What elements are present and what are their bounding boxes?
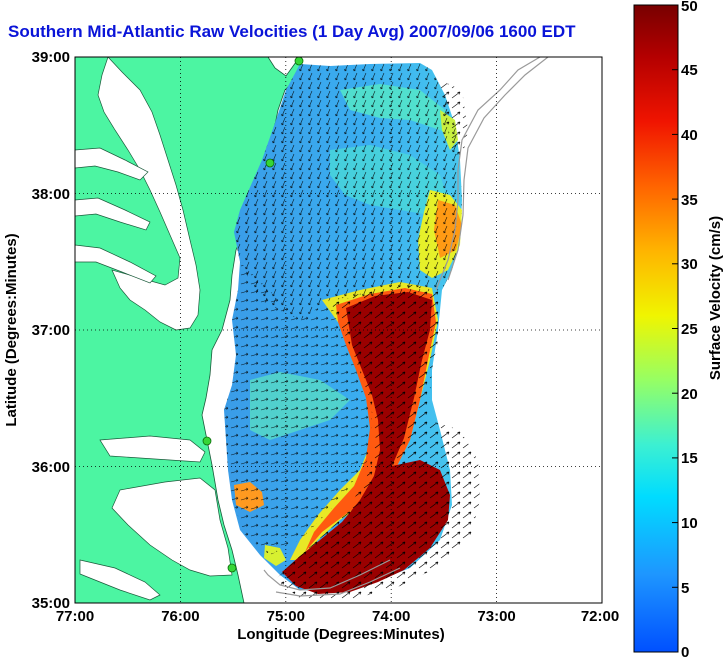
y-tick-label: 37:00 — [32, 322, 70, 339]
colorbar-tick-label: 10 — [681, 515, 698, 532]
colorbar-tick-label: 20 — [681, 386, 698, 403]
bay-inlet-2 — [75, 197, 151, 231]
y-tick-label: 36:00 — [32, 459, 70, 476]
pamlico-sound — [111, 477, 233, 577]
bay-inlet-3 — [75, 244, 157, 284]
velocity-arrows-north-edge — [440, 80, 468, 160]
colorbar-gradient — [633, 4, 679, 653]
x-tick-label: 76:00 — [161, 608, 199, 625]
x-axis-ticks: 77:00 76:00 75:00 74:00 73:00 72:00 — [56, 608, 619, 625]
colorbar-tick-label: 35 — [681, 192, 698, 209]
radar-station-4[interactable] — [227, 563, 237, 573]
radar-station-3[interactable] — [202, 436, 212, 446]
map-title: Southern Mid-Atlantic Raw Velocities (1 … — [8, 22, 576, 41]
velocity-arrows-gulf — [275, 284, 480, 600]
velocity-arrows-middle — [224, 262, 372, 555]
colorbar-tick-label: 45 — [681, 62, 698, 79]
radar-station-1[interactable] — [294, 57, 304, 66]
x-tick-label: 73:00 — [477, 608, 515, 625]
radar-station-2[interactable] — [265, 158, 275, 168]
colorbar-label: Surface Velocity (cm/s) — [707, 216, 724, 380]
bay-inlet-1 — [75, 147, 149, 181]
colorbar-tick-label: 25 — [681, 321, 698, 338]
albemarle-sound — [99, 435, 206, 463]
colorbar-tick-label: 40 — [681, 127, 698, 144]
x-tick-label: 72:00 — [581, 608, 619, 625]
river-inlet — [79, 559, 161, 601]
colorbar-tick-label: 50 — [681, 0, 698, 15]
colorbar: 50 45 40 35 30 25 20 15 10 5 0 Surface V… — [633, 0, 724, 659]
chesapeake-bay — [97, 57, 201, 331]
y-axis-label: Latitude (Degrees:Minutes) — [3, 233, 20, 426]
y-axis-ticks: 39:00 38:00 37:00 36:00 35:00 — [32, 49, 70, 612]
y-tick-label: 35:00 — [32, 595, 70, 612]
colorbar-tick-label: 0 — [681, 644, 689, 659]
x-axis-label: Longitude (Degrees:Minutes) — [237, 626, 445, 643]
map-plot-area — [74, 56, 603, 604]
shelf-isobaths — [263, 57, 549, 597]
velocity-field — [224, 63, 480, 600]
velocity-arrows-north — [234, 63, 462, 320]
colorbar-tick-label: 5 — [681, 580, 689, 597]
y-tick-label: 38:00 — [32, 186, 70, 203]
y-tick-label: 39:00 — [32, 49, 70, 66]
colorbar-tick-label: 30 — [681, 256, 698, 273]
x-tick-label: 75:00 — [267, 608, 305, 625]
x-tick-label: 77:00 — [56, 608, 94, 625]
grid-lines — [75, 57, 602, 603]
colorbar-tick-marks — [672, 4, 678, 653]
colorbar-tick-label: 15 — [681, 450, 698, 467]
x-tick-label: 74:00 — [372, 608, 410, 625]
radar-stations — [202, 57, 304, 573]
